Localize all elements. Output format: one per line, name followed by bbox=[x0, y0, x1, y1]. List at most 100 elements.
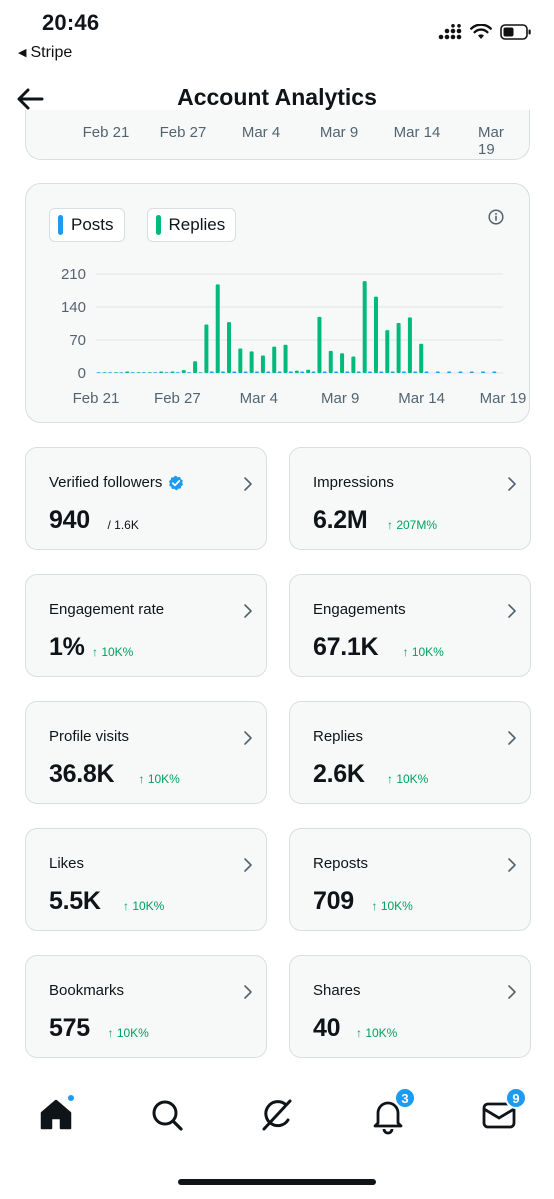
x-tick-label: Feb 21 bbox=[73, 390, 120, 407]
bar-posts bbox=[345, 371, 350, 373]
bar-replies bbox=[385, 330, 390, 373]
bar-posts bbox=[424, 371, 429, 373]
back-arrow-icon[interactable] bbox=[14, 83, 46, 115]
metric-card-reposts[interactable]: Reposts 709 ↑ 10K% bbox=[289, 828, 531, 931]
bar-replies bbox=[419, 343, 424, 373]
metric-card-profile-visits[interactable]: Profile visits 36.8K ↑ 10K% bbox=[25, 701, 267, 804]
bar-replies bbox=[170, 371, 175, 373]
prev-tick-label: Feb 27 bbox=[159, 124, 207, 141]
mail-icon bbox=[482, 1102, 516, 1129]
metric-card-verified-followers[interactable]: Verified followers 940 / 1.6K bbox=[25, 447, 267, 550]
replies-swatch bbox=[155, 215, 161, 235]
bar-posts bbox=[447, 371, 452, 373]
metric-label-text: Likes bbox=[49, 855, 85, 872]
metric-label-text: Replies bbox=[313, 728, 364, 745]
bar-replies bbox=[159, 371, 164, 373]
metric-label-text: Bookmarks bbox=[49, 982, 125, 999]
bar-posts bbox=[209, 371, 214, 373]
chart-legend: Posts Replies bbox=[49, 208, 237, 242]
metric-label: Profile visits bbox=[49, 728, 129, 745]
posts-swatch bbox=[58, 215, 63, 235]
bar-replies bbox=[317, 316, 322, 373]
bar-posts bbox=[469, 371, 474, 373]
metric-delta: ↑ 207M% bbox=[387, 518, 438, 532]
metric-card-impressions[interactable]: Impressions 6.2M ↑ 207M% bbox=[289, 447, 531, 550]
metric-card-engagements[interactable]: Engagements 67.1K ↑ 10K% bbox=[289, 574, 531, 677]
bar-replies bbox=[113, 372, 118, 373]
chevron-right-icon bbox=[244, 604, 252, 618]
back-to-app-link[interactable]: ◀ Stripe bbox=[18, 44, 72, 62]
metric-card-shares[interactable]: Shares 40 ↑ 10K% bbox=[289, 955, 531, 1058]
metric-value: 5.5K bbox=[49, 887, 101, 915]
y-tick-label: 140 bbox=[61, 299, 86, 316]
metric-label: Engagement rate bbox=[49, 601, 164, 618]
bar-posts bbox=[153, 372, 158, 373]
metric-delta: ↑ 10K% bbox=[402, 645, 444, 659]
metric-value: 575 bbox=[49, 1014, 90, 1042]
metric-label-text: Engagements bbox=[313, 601, 406, 618]
cellular-signal-icon bbox=[438, 24, 462, 40]
metric-label-text: Verified followers bbox=[49, 474, 163, 491]
chevron-right-icon bbox=[508, 985, 516, 999]
chevron-right-icon bbox=[508, 858, 516, 872]
messages-badge: 9 bbox=[505, 1087, 527, 1109]
chevron-right-icon bbox=[244, 985, 252, 999]
bar-replies bbox=[407, 317, 412, 373]
bar-posts bbox=[221, 371, 226, 373]
tab-grok[interactable] bbox=[257, 1095, 297, 1135]
home-indicator bbox=[178, 1179, 376, 1185]
metric-delta: ↑ 10K% bbox=[371, 899, 413, 913]
prev-tick-label: Mar 14 bbox=[393, 124, 441, 141]
metric-card-engagement-rate[interactable]: Engagement rate 1% ↑ 10K% bbox=[25, 574, 267, 677]
bar-posts bbox=[119, 372, 124, 373]
metric-label: Reposts bbox=[313, 855, 368, 872]
bar-replies bbox=[328, 350, 333, 373]
metric-label: Shares bbox=[313, 982, 361, 999]
bar-posts bbox=[311, 371, 316, 373]
wifi-icon bbox=[470, 24, 492, 39]
metric-label: Replies bbox=[313, 728, 363, 745]
x-tick-label: Mar 4 bbox=[240, 390, 278, 407]
tab-messages[interactable]: 9 bbox=[479, 1087, 527, 1135]
status-bar: 20:46 ◀ Stripe bbox=[0, 0, 554, 66]
bar-chart: 0 70 140 210 Feb 21 Feb 27 Mar 4 Mar 9 Mar 14 Mar… bbox=[61, 266, 526, 407]
tab-notifications[interactable]: 3 bbox=[368, 1087, 416, 1135]
bar-replies bbox=[238, 348, 243, 373]
bar-posts bbox=[96, 372, 101, 373]
bar-posts bbox=[356, 371, 361, 373]
metric-value: 1% bbox=[49, 633, 85, 661]
metric-card-bookmarks[interactable]: Bookmarks 575 ↑ 10K% bbox=[25, 955, 267, 1058]
metric-value: 709 bbox=[313, 887, 354, 915]
info-icon[interactable] bbox=[488, 209, 504, 225]
bar-replies bbox=[215, 284, 220, 373]
previous-chart-card: Feb 21 Feb 27 Mar 4 Mar 9 Mar 14 Mar 19 bbox=[25, 110, 530, 160]
metric-card-likes[interactable]: Likes 5.5K ↑ 10K% bbox=[25, 828, 267, 931]
bar-posts bbox=[198, 372, 203, 373]
bar-replies bbox=[204, 324, 209, 373]
metric-value: 940 bbox=[49, 506, 90, 534]
metric-value: 2.6K bbox=[313, 760, 365, 788]
metric-delta: ↑ 10K% bbox=[107, 1026, 149, 1040]
metric-label-text: Impressions bbox=[313, 474, 394, 491]
home-icon bbox=[40, 1099, 72, 1130]
bar-replies bbox=[102, 372, 107, 373]
metric-value: 36.8K bbox=[49, 760, 115, 788]
y-tick-label: 210 bbox=[61, 266, 86, 283]
page-title: Account Analytics bbox=[177, 84, 377, 110]
prev-tick-label: Mar 4 bbox=[241, 124, 281, 141]
bar-replies bbox=[272, 346, 277, 373]
legend-replies[interactable]: Replies bbox=[146, 208, 237, 242]
bar-replies bbox=[147, 372, 152, 373]
tab-search[interactable] bbox=[147, 1095, 187, 1135]
metric-delta: ↑ 10K% bbox=[387, 772, 429, 786]
status-icons bbox=[438, 24, 532, 40]
back-app-label: Stripe bbox=[30, 44, 73, 61]
legend-posts[interactable]: Posts bbox=[49, 208, 125, 242]
previous-chart-ticks: Feb 21 Feb 27 Mar 4 Mar 9 Mar 14 Mar 19 bbox=[26, 124, 529, 158]
metric-card-replies[interactable]: Replies 2.6K ↑ 10K% bbox=[289, 701, 531, 804]
bar-posts bbox=[277, 371, 282, 373]
bar-posts bbox=[141, 372, 146, 373]
bar-posts bbox=[435, 371, 440, 373]
tab-home[interactable] bbox=[36, 1093, 76, 1135]
legend-replies-label: Replies bbox=[168, 215, 226, 234]
